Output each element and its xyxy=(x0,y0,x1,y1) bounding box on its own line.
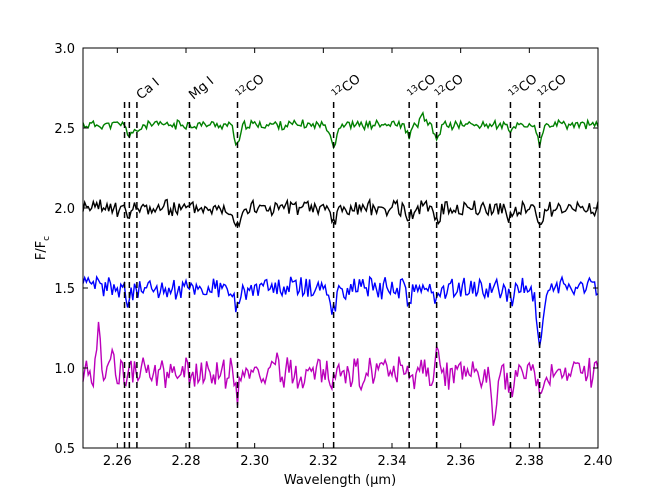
y-tick-label: 0.5 xyxy=(54,442,75,457)
y-tick-label: 1.5 xyxy=(54,282,75,297)
y-axis-title: F/Fc xyxy=(34,236,52,260)
line-marker-label: 12CO xyxy=(536,71,570,103)
y-tick-label: 3.0 xyxy=(54,42,75,57)
x-tick-label: 2.32 xyxy=(309,454,338,469)
line-marker-label: 12CO xyxy=(234,71,268,103)
line-marker-label: 13CO xyxy=(405,71,439,103)
x-tick-label: 2.36 xyxy=(446,454,475,469)
spectrum-series xyxy=(82,111,599,150)
series-layer xyxy=(82,111,599,426)
line-marker-label: 12CO xyxy=(330,71,364,103)
line-marker-label: 13CO xyxy=(507,71,541,103)
x-axis-title: Wavelength (μm) xyxy=(284,473,396,488)
x-tick-label: 2.38 xyxy=(515,454,544,469)
x-tick-label: 2.26 xyxy=(103,454,132,469)
spectrum-series xyxy=(82,197,599,228)
x-tick-label: 2.34 xyxy=(378,454,407,469)
line-marker-label: Mg I xyxy=(186,74,217,103)
plot-frame xyxy=(82,47,599,449)
spectrum-series xyxy=(82,321,599,426)
x-tick-label: 2.30 xyxy=(240,454,269,469)
x-tick-label: 2.28 xyxy=(172,454,201,469)
x-tick-label: 2.40 xyxy=(584,454,613,469)
y-tick-label: 2.0 xyxy=(54,202,75,217)
y-tick-label: 2.5 xyxy=(54,122,75,137)
y-tick-label: 1.0 xyxy=(54,362,75,377)
y-axis-title-sub: c xyxy=(42,236,52,241)
spectrum-series xyxy=(82,274,599,347)
line-marker-label: Ca I xyxy=(134,75,163,103)
line-marker-label: 12CO xyxy=(433,71,467,103)
tick-layer: 2.26 2.28 2.30 2.32 2.34 2.36 2.38 2.40 0.5 1.0 1.… xyxy=(54,42,612,469)
y-axis-title-main: F/F xyxy=(34,241,49,260)
